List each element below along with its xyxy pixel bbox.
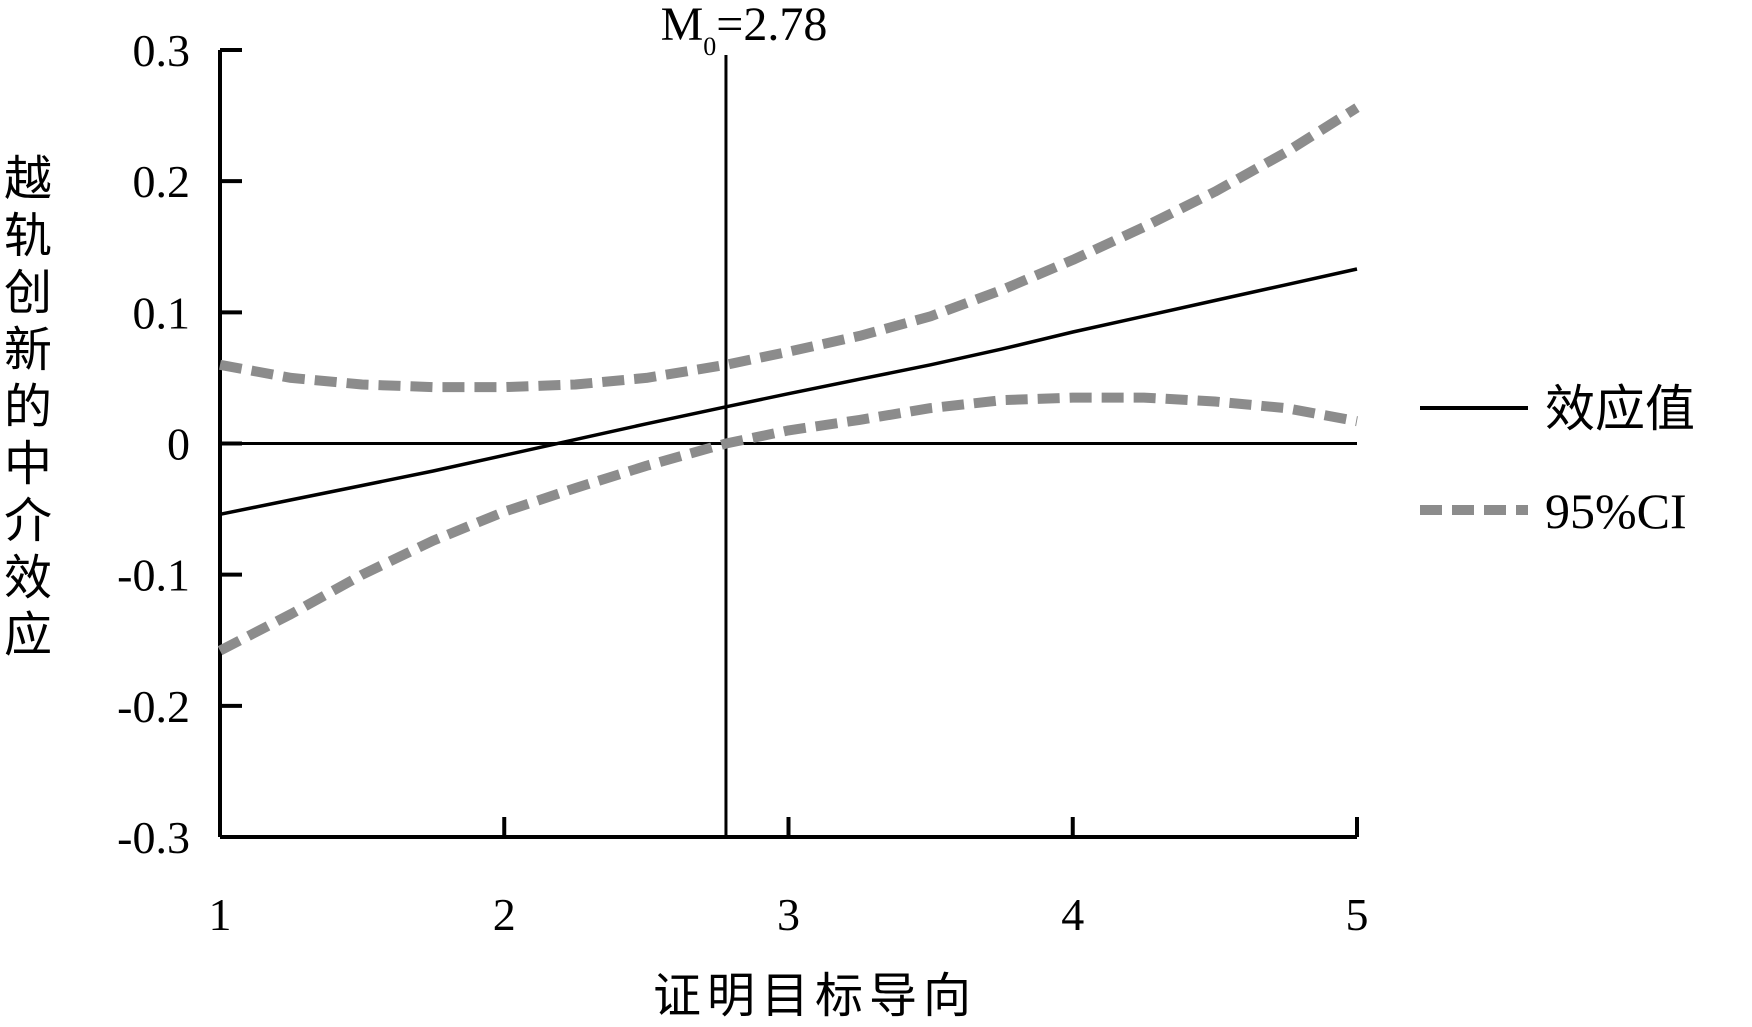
x-tick-label: 2 [493,889,516,940]
y-axis-title-char: 轨 [4,210,52,263]
legend-label-ci: 95%CI [1545,483,1687,539]
y-tick-label: 0 [167,419,190,470]
legend-item-ci: 95%CI [1420,483,1687,539]
y-axis-title-char: 的 [4,381,52,434]
legend: 效应值 95%CI [1420,381,1695,539]
y-axis-title-char: 介 [4,495,52,548]
x-axis-title: 证明目标导向 [653,970,977,1023]
y-tick-label: 0.1 [133,287,191,338]
y-tick-label: -0.3 [117,812,190,863]
y-tick-label: 0.3 [133,25,191,76]
series-line-1 [219,103,1360,393]
reference-label-sub: 0 [703,32,716,61]
series-line-2 [217,392,1358,656]
y-axis-title-char: 创 [4,267,52,320]
y-ticks: 0.3 0.2 0.1 0 -0.1 -0.2 -0.3 [117,25,242,863]
x-tick-label: 5 [1346,889,1369,940]
axes: 0.3 0.2 0.1 0 -0.1 -0.2 -0.3 1 2 3 4 5 [117,25,1368,940]
y-axis-title-char: 新 [4,324,52,377]
reference-label-main: M [661,0,704,51]
x-tick-label: 3 [777,889,800,940]
y-tick-label: -0.2 [117,681,190,732]
x-tick-label: 1 [209,889,232,940]
reference-line-label: M0=2.78 [661,0,828,61]
y-tick-label: 0.2 [133,156,191,207]
series-layer [217,103,1360,656]
y-axis-title-char: 效 [4,552,52,605]
x-ticks: 1 2 3 4 5 [209,817,1369,940]
x-tick-label: 4 [1061,889,1084,940]
y-axis-title-char: 越 [4,153,52,206]
series-line-0 [219,267,1358,517]
y-axis-title-char: 中 [4,438,52,491]
y-axis-title-char: 应 [4,609,52,662]
reference-label-value: =2.78 [716,0,827,51]
legend-label-effect: 效应值 [1545,381,1695,437]
legend-item-effect: 效应值 [1420,381,1695,437]
y-tick-label: -0.1 [117,550,190,601]
